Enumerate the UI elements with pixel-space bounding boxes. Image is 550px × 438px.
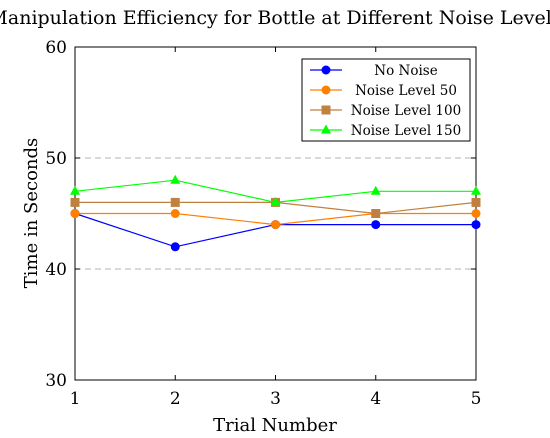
- legend-label: No Noise: [374, 63, 437, 79]
- y-tick-label: 40: [45, 260, 67, 280]
- y-tick-label: 30: [45, 371, 67, 391]
- data-point: [170, 242, 180, 252]
- x-tick-label: 3: [270, 389, 281, 409]
- series-line: [74, 212, 476, 248]
- data-point: [471, 185, 481, 195]
- axis-ticks: 1 2 3 4 5 30 40 50 60: [45, 38, 481, 409]
- legend-item: Noise Level 100: [310, 103, 461, 119]
- data-point: [70, 197, 80, 207]
- data-point: [471, 197, 481, 207]
- legend-label: Noise Level 150: [351, 123, 461, 139]
- x-tick-label: 1: [70, 389, 81, 409]
- legend-item: Noise Level 150: [310, 123, 461, 139]
- data-point: [471, 220, 481, 230]
- legend-item: No Noise: [310, 63, 438, 79]
- data-point: [471, 209, 481, 218]
- legend-label: Noise Level 100: [351, 103, 461, 119]
- x-tick-label: 2: [170, 389, 181, 409]
- legend-marker: [321, 124, 331, 134]
- grid-lines: [75, 157, 476, 270]
- data-point: [170, 209, 180, 218]
- data-point: [70, 185, 80, 195]
- data-point: [270, 196, 281, 206]
- legend-item: Noise Level 50: [310, 83, 457, 99]
- data-point: [371, 209, 381, 218]
- y-tick-label: 50: [45, 149, 67, 169]
- series-4: [70, 174, 481, 206]
- chart-title: Manipulation Efficiency for Bottle at Di…: [0, 7, 550, 29]
- x-tick-label: 5: [471, 389, 482, 409]
- series-group: [70, 174, 481, 252]
- legend-marker: [321, 85, 331, 95]
- y-tick-label: 60: [45, 38, 67, 58]
- data-point: [370, 185, 381, 195]
- series-2: [70, 209, 481, 230]
- legend-label: Noise Level 50: [355, 83, 457, 99]
- legend-marker: [321, 105, 331, 115]
- x-axis-label: Trial Number: [213, 415, 337, 436]
- data-point: [70, 209, 80, 218]
- data-point: [271, 220, 280, 230]
- series-1: [70, 209, 481, 252]
- data-point: [170, 174, 181, 184]
- data-point: [170, 197, 180, 207]
- data-point: [371, 220, 381, 230]
- x-tick-label: 4: [370, 389, 381, 409]
- y-axis-label: Time in Seconds: [21, 138, 42, 289]
- legend-marker: [321, 65, 331, 75]
- legend-box: [301, 58, 471, 142]
- legend: No Noise Noise Level 50 Noise Level 100 Noi…: [301, 58, 471, 142]
